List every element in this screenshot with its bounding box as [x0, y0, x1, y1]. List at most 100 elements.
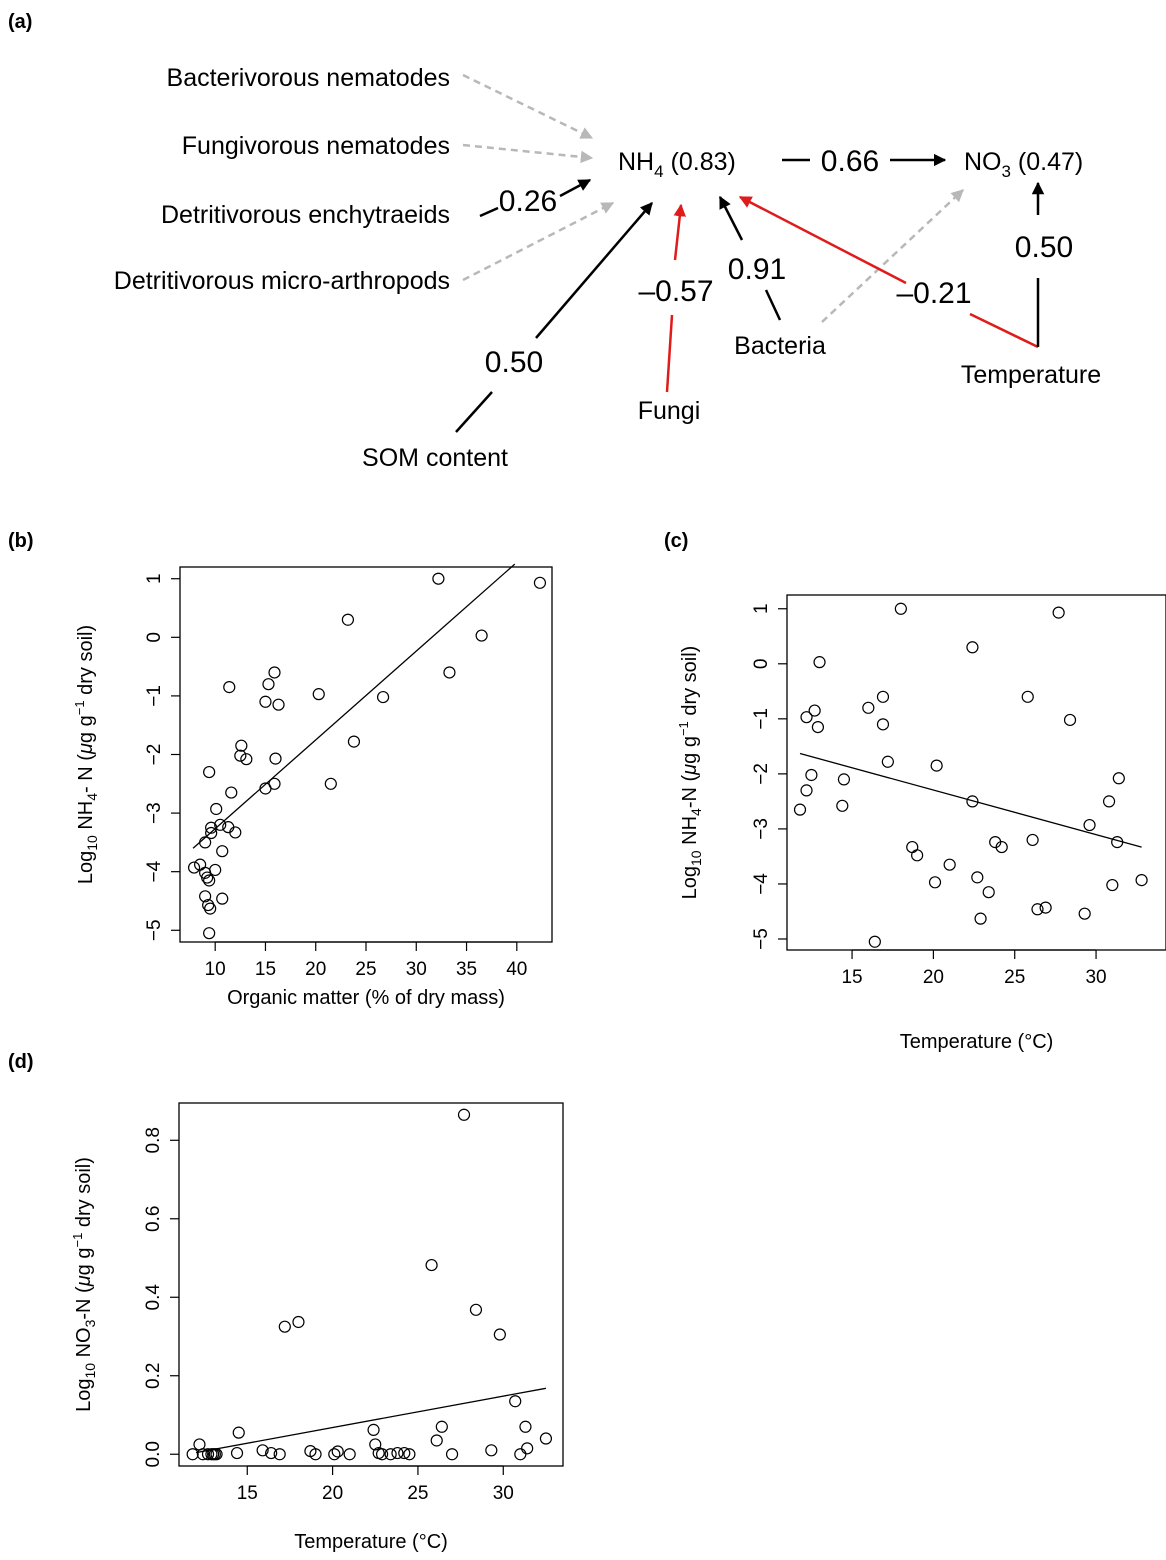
node-nh4: NH4 (0.83)	[618, 148, 736, 181]
x-axis-title: Temperature (°C)	[900, 1031, 1054, 1053]
data-point	[521, 1442, 534, 1455]
x-tick-label: 25	[355, 959, 376, 980]
data-point	[966, 795, 979, 808]
y-axis-title-part: μ	[73, 1275, 95, 1287]
arrow-som-nh4	[535, 202, 653, 339]
data-point	[269, 752, 282, 765]
node-fungi: Fungi	[638, 397, 701, 425]
y-axis-title-part: 3	[82, 1319, 98, 1327]
data-point	[204, 902, 217, 915]
data-point	[309, 1448, 322, 1461]
fit-line	[192, 563, 516, 849]
data-point	[793, 803, 807, 816]
panel-label-b: (b)	[8, 530, 34, 552]
y-tick-label: 0.2	[143, 1363, 164, 1389]
y-axis-title-part: g g	[75, 715, 97, 743]
data-point	[485, 1444, 498, 1457]
data-point	[539, 1432, 553, 1445]
data-point	[235, 739, 248, 752]
data-point	[367, 1423, 380, 1436]
y-tick-label: 0.6	[143, 1206, 164, 1232]
data-point	[1112, 772, 1125, 785]
data-point	[445, 1448, 459, 1461]
data-point	[234, 749, 247, 762]
data-point	[805, 768, 818, 782]
panel-label-a: (a)	[8, 11, 32, 33]
data-point	[328, 1448, 341, 1461]
data-point	[943, 858, 956, 871]
data-point	[278, 1320, 291, 1333]
y-tick-label: −4	[144, 860, 165, 882]
data-point	[232, 1426, 245, 1439]
data-point	[262, 678, 275, 691]
data-point	[519, 1420, 532, 1433]
y-tick-label: 0.8	[143, 1127, 164, 1153]
data-point	[375, 1448, 389, 1461]
arrow-bacteria-no3	[821, 189, 964, 323]
data-point	[208, 1448, 221, 1461]
data-point	[216, 892, 229, 905]
arrow-temperature-nh4	[738, 195, 907, 285]
coef-temperature-no3: 0.50	[1015, 231, 1073, 264]
data-point	[435, 1420, 448, 1433]
y-axis-title-part: dry soil)	[75, 625, 97, 701]
arrow-bacteria-nh4-tail	[764, 289, 782, 321]
y-axis-title-part: g g	[679, 736, 701, 764]
data-point	[201, 871, 214, 884]
data-point	[403, 1448, 416, 1461]
data-point	[995, 840, 1008, 854]
data-point	[331, 1445, 344, 1458]
data-point	[1026, 833, 1039, 847]
y-axis: 0.0 0.2 0.4 0.6 0.8	[143, 1127, 179, 1467]
x-tick-label: 30	[1085, 967, 1106, 988]
data-point	[205, 1448, 218, 1461]
data-point	[1031, 903, 1044, 916]
data-point	[982, 886, 995, 899]
coef-nh4-no3: 0.66	[821, 145, 879, 178]
y-axis-title-part: dry soil)	[679, 646, 701, 722]
x-tick-label: 40	[506, 959, 527, 980]
data-point	[210, 802, 223, 816]
data-point	[398, 1446, 411, 1460]
data-point	[911, 849, 924, 862]
node-enchytraeids: Detritivorous enchytraeids	[161, 201, 450, 229]
y-axis-title-part: 4	[84, 793, 100, 801]
data-point	[1111, 836, 1124, 849]
x-axis-title: Organic matter (% of dry mass)	[227, 987, 505, 1009]
data-point	[324, 777, 337, 790]
data-point	[974, 912, 987, 925]
data-point	[240, 753, 253, 766]
data-point	[222, 821, 235, 834]
data-point	[475, 629, 488, 642]
y-axis-title-part: Log	[679, 866, 701, 899]
y-tick-label: −2	[144, 744, 165, 766]
data-point	[930, 759, 943, 772]
y-axis-title-part: - N (	[75, 754, 97, 793]
y-axis-title-part: Log	[75, 851, 97, 884]
arrow-microarthropods-nh4	[462, 201, 615, 282]
y-axis-title-part: −1	[70, 1233, 85, 1248]
node-nh4-main: NH	[618, 148, 654, 176]
data-point	[881, 755, 894, 768]
data-point	[273, 1448, 286, 1461]
y-tick-label: −2	[751, 763, 772, 785]
y-axis: −5 −4 −3 −2 −1 0 1	[144, 573, 180, 941]
data-point	[312, 688, 325, 701]
x-tick-label: 35	[456, 959, 477, 980]
data-point	[196, 1448, 209, 1461]
fit-line	[799, 752, 1142, 848]
data-point	[259, 782, 272, 795]
x-axis-title: Temperature (°C)	[294, 1531, 448, 1553]
data-point	[1052, 606, 1065, 619]
data-point	[230, 1446, 244, 1460]
x-tick-label: 15	[237, 1483, 258, 1504]
scatter-plot-b: 10 15 20 25 30 35 40 −5 −4 −3 −2 −1 0 1 Organic matter…	[72, 563, 553, 1009]
data-point	[425, 1258, 438, 1272]
x-axis: 15 20 25 30	[841, 949, 1107, 988]
data-point	[391, 1446, 404, 1460]
arrow-som-nh4-tail	[455, 391, 493, 433]
arrow-fungi-nh4-tail	[665, 314, 674, 393]
data-point	[1106, 878, 1119, 892]
